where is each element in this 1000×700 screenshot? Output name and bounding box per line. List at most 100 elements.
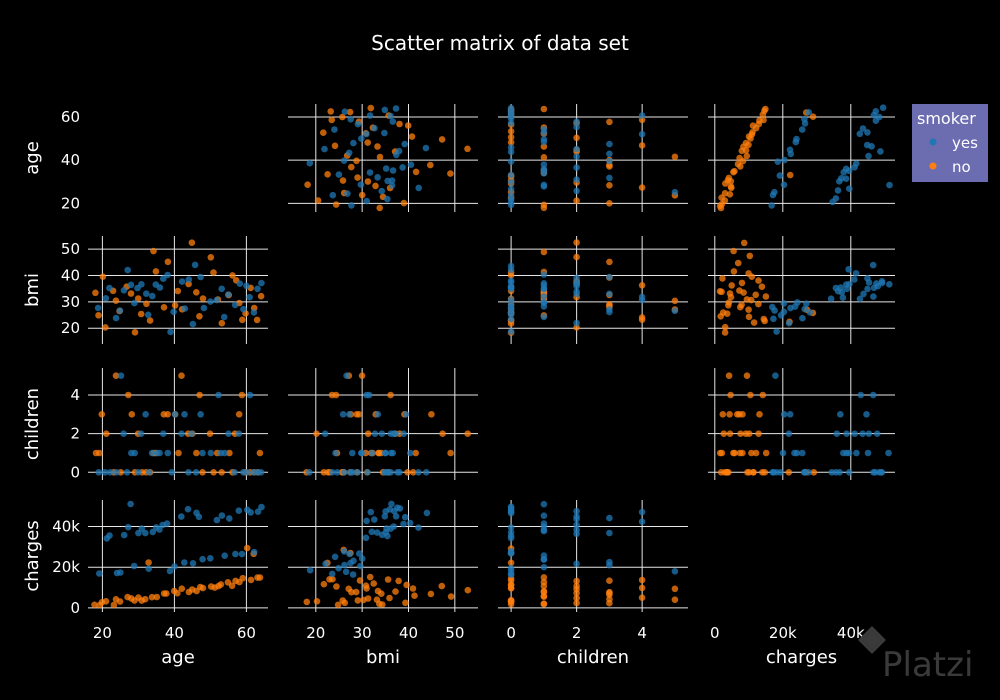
point-yes-age-children-33[interactable] <box>507 144 515 151</box>
point-yes-charges-bmi-13[interactable] <box>382 508 389 515</box>
point-yes-charges-bmi-21[interactable] <box>357 562 364 570</box>
point-no-bmi-charges-23[interactable] <box>755 300 762 308</box>
point-yes-charges-age-34[interactable] <box>166 567 174 575</box>
point-yes-bmi-age-7[interactable] <box>127 281 135 289</box>
point-yes-charges-bmi-35[interactable] <box>391 507 398 515</box>
point-yes-bmi-children-16[interactable] <box>573 288 580 295</box>
point-yes-charges-children-33[interactable] <box>507 509 515 517</box>
point-yes-age-bmi-4[interactable] <box>366 169 374 176</box>
point-yes-bmi-age-16[interactable] <box>120 287 128 294</box>
point-no-children-bmi-38[interactable] <box>410 469 417 476</box>
point-yes-age-charges-21[interactable] <box>780 181 788 189</box>
point-no-bmi-charges-12[interactable] <box>717 313 724 320</box>
point-no-children-age-25[interactable] <box>256 449 264 457</box>
point-yes-age-children-38[interactable] <box>573 164 580 171</box>
point-no-bmi-charges-37[interactable] <box>736 287 743 294</box>
point-yes-children-age-20[interactable] <box>171 411 179 418</box>
point-yes-charges-age-21[interactable] <box>130 562 138 570</box>
point-yes-bmi-age-18[interactable] <box>240 305 247 313</box>
point-no-children-charges-37[interactable] <box>736 449 744 457</box>
point-yes-children-age-18[interactable] <box>240 469 247 476</box>
point-yes-children-charges-32[interactable] <box>837 411 844 418</box>
point-yes-charges-bmi-0[interactable] <box>349 571 357 578</box>
point-yes-bmi-charges-10[interactable] <box>843 285 851 293</box>
point-no-children-bmi-23[interactable] <box>355 411 363 418</box>
point-no-bmi-children-23[interactable] <box>606 301 613 308</box>
point-no-bmi-charges-29[interactable] <box>750 319 758 326</box>
point-no-age-children-17[interactable] <box>507 139 515 146</box>
point-yes-children-bmi-35[interactable] <box>390 430 397 438</box>
point-yes-bmi-children-22[interactable] <box>507 311 515 318</box>
point-no-children-bmi-31[interactable] <box>447 449 454 457</box>
point-no-children-age-19[interactable] <box>125 391 132 399</box>
point-yes-age-children-17[interactable] <box>540 136 548 143</box>
point-no-age-charges-32[interactable] <box>745 141 752 149</box>
point-yes-age-children-5[interactable] <box>573 176 580 183</box>
point-no-charges-bmi-36[interactable] <box>364 595 372 602</box>
point-yes-charges-age-36[interactable] <box>213 516 221 524</box>
point-yes-bmi-age-10[interactable] <box>156 284 164 291</box>
point-yes-charges-age-16[interactable] <box>120 531 128 539</box>
point-no-children-age-23[interactable] <box>235 411 243 418</box>
point-no-age-bmi-6[interactable] <box>348 163 355 171</box>
point-no-age-bmi-29[interactable] <box>320 129 327 136</box>
point-yes-children-bmi-24[interactable] <box>354 469 361 476</box>
point-no-children-charges-33[interactable] <box>755 430 762 438</box>
point-yes-age-charges-36[interactable] <box>856 130 864 138</box>
point-yes-age-children-16[interactable] <box>573 187 580 195</box>
point-no-charges-children-28[interactable] <box>573 585 580 593</box>
point-no-bmi-charges-25[interactable] <box>762 293 770 300</box>
point-no-bmi-charges-39[interactable] <box>760 315 768 323</box>
point-no-charges-age-35[interactable] <box>98 599 106 606</box>
point-no-charges-children-36[interactable] <box>573 594 580 602</box>
point-yes-age-charges-22[interactable] <box>776 172 784 179</box>
point-no-age-children-1[interactable] <box>606 182 613 189</box>
point-yes-charges-children-37[interactable] <box>606 558 613 566</box>
point-no-children-charges-23[interactable] <box>756 411 763 418</box>
point-yes-charges-children-2[interactable] <box>507 524 515 531</box>
point-yes-bmi-charges-18[interactable] <box>801 305 808 313</box>
point-yes-children-age-36[interactable] <box>215 391 222 399</box>
point-no-bmi-age-32[interactable] <box>196 313 203 320</box>
point-yes-age-charges-12[interactable] <box>865 152 872 160</box>
point-no-age-bmi-30[interactable] <box>358 191 366 199</box>
point-no-bmi-charges-38[interactable] <box>745 270 752 277</box>
point-yes-charges-age-5[interactable] <box>138 525 146 532</box>
point-no-charges-bmi-24[interactable] <box>384 576 392 583</box>
point-no-charges-children-23[interactable] <box>606 577 613 584</box>
point-yes-charges-bmi-24[interactable] <box>356 550 363 557</box>
point-no-age-charges-38[interactable] <box>745 133 753 140</box>
point-yes-charges-age-20[interactable] <box>171 563 178 570</box>
point-no-children-bmi-36[interactable] <box>364 430 372 438</box>
point-yes-children-bmi-4[interactable] <box>368 449 376 457</box>
point-no-charges-age-38[interactable] <box>211 584 219 591</box>
point-yes-children-age-29[interactable] <box>246 391 254 399</box>
point-yes-charges-age-37[interactable] <box>181 559 188 566</box>
point-yes-age-charges-10[interactable] <box>842 165 850 173</box>
point-yes-charges-bmi-2[interactable] <box>415 524 422 531</box>
point-yes-children-charges-25[interactable] <box>828 469 835 476</box>
point-no-charges-bmi-16[interactable] <box>392 588 399 595</box>
point-yes-bmi-children-38[interactable] <box>573 274 580 282</box>
point-yes-age-charges-20[interactable] <box>781 156 788 164</box>
point-yes-charges-age-7[interactable] <box>127 500 134 508</box>
point-yes-children-charges-10[interactable] <box>843 449 850 457</box>
point-yes-age-bmi-2[interactable] <box>415 184 423 192</box>
point-no-charges-age-19[interactable] <box>124 593 131 601</box>
point-yes-charges-age-33[interactable] <box>193 509 200 517</box>
point-yes-children-age-33[interactable] <box>192 469 200 476</box>
point-yes-age-bmi-25[interactable] <box>363 197 371 205</box>
point-no-bmi-age-10[interactable] <box>229 272 236 279</box>
point-no-charges-children-32[interactable] <box>638 584 646 592</box>
point-yes-children-charges-15[interactable] <box>859 430 866 438</box>
point-yes-bmi-age-31[interactable] <box>116 307 124 314</box>
point-yes-children-bmi-28[interactable] <box>382 449 389 457</box>
point-yes-charges-bmi-34[interactable] <box>306 566 314 574</box>
point-no-children-age-1[interactable] <box>128 411 136 418</box>
point-no-bmi-charges-20[interactable] <box>730 268 738 275</box>
point-yes-bmi-charges-25[interactable] <box>827 295 835 303</box>
point-no-age-bmi-37[interactable] <box>376 153 384 161</box>
point-yes-children-charges-34[interactable] <box>773 469 780 476</box>
point-no-charges-bmi-32[interactable] <box>333 583 340 590</box>
point-yes-charges-children-26[interactable] <box>540 520 548 527</box>
